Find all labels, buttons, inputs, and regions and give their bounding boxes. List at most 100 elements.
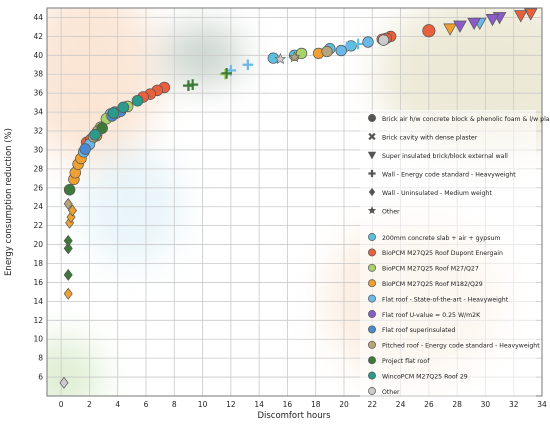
y-tick-label: 18	[33, 259, 43, 268]
legend-marker	[368, 340, 376, 349]
y-tick-label: 38	[33, 70, 43, 79]
data-point	[453, 20, 467, 33]
data-point	[63, 234, 73, 247]
y-axis-ticks: 6 8 10 12 14 16 18 20 22 24 26 28 30 32 34 36 38 40 42 44	[33, 13, 43, 382]
data-point	[67, 204, 77, 217]
legend-label: Flat roof - State-of-the-art - Heavyweig…	[382, 296, 509, 303]
legend-label: 200mm concrete slab + air + gypsum	[382, 235, 500, 242]
legend-marker	[368, 294, 376, 303]
legend-label: BioPCM M27Q25 Roof M27/Q27	[382, 266, 479, 273]
x-tick-label: 26	[424, 400, 434, 409]
plot-border	[46, 7, 543, 397]
x-tick-label: 24	[396, 400, 406, 409]
data-point	[242, 59, 254, 71]
y-tick-label: 34	[33, 108, 43, 117]
y-tick-label: 24	[33, 202, 43, 211]
legend-marker	[368, 248, 376, 257]
x-tick-label: 28	[452, 400, 462, 409]
legend-marker	[368, 187, 376, 197]
data-point	[63, 197, 73, 210]
x-tick-label: 20	[339, 400, 349, 409]
legend-marker	[368, 263, 376, 272]
y-tick-label: 42	[33, 32, 43, 41]
x-tick-label: 16	[283, 400, 293, 409]
y-tick-label: 26	[33, 183, 43, 192]
legend-label: Super insulated brick/block external wal…	[382, 153, 508, 160]
legend-marker	[368, 233, 376, 241]
legend-label: BioPCM M27Q25 Roof Dupont Energain	[382, 250, 503, 257]
y-axis-label: Energy consumption reduction (%)	[4, 128, 14, 276]
y-tick-label: 44	[33, 13, 43, 22]
data-point	[352, 38, 364, 50]
x-tick-label: 4	[115, 400, 120, 409]
legend-label: Pitched roof - Energy code standard - He…	[382, 343, 540, 350]
legend-marker	[368, 114, 376, 122]
data-point	[467, 17, 481, 31]
data-point	[79, 143, 91, 155]
x-axis-ticks: 0 2 4 6 8 10 12 14 16 18 20 22 24 26 28 30 32 34	[59, 400, 547, 409]
legend-marker	[368, 132, 376, 141]
x-tick-label: 6	[144, 400, 149, 409]
y-tick-label: 8	[38, 354, 43, 363]
x-tick-label: 12	[226, 400, 236, 409]
legend-marker	[367, 206, 377, 215]
legend-label: Other	[382, 208, 400, 215]
legend-label: Brick cavity with dense plaster	[382, 134, 478, 141]
x-tick-label: 30	[481, 400, 491, 409]
legend-label: Wall - Energy code standard - Heavyweigh…	[382, 171, 516, 178]
data-point	[377, 34, 390, 46]
x-axis-label: Discomfort hours	[257, 411, 331, 421]
data-point	[63, 242, 73, 255]
data-point	[183, 80, 194, 91]
y-tick-label: 32	[33, 127, 43, 136]
data-point	[89, 129, 101, 141]
legend-marker	[368, 371, 376, 380]
y-tick-label: 28	[33, 164, 43, 173]
legend-label: BioPCM M27Q25 Roof M182/Q29	[382, 281, 483, 288]
data-point	[274, 53, 287, 65]
x-tick-label: 0	[59, 400, 64, 409]
data-point	[96, 122, 108, 134]
data-point	[131, 94, 144, 107]
x-tick-label: 34	[537, 400, 547, 409]
legend-label: WincoPCM M27Q25 Roof 29	[382, 373, 468, 380]
glow-orange-left	[47, 8, 160, 165]
data-point	[63, 268, 73, 281]
legend: Brick air h/w concrete block & phenolic …	[360, 110, 550, 400]
data-point	[107, 107, 120, 119]
y-tick-label: 20	[33, 240, 43, 249]
x-tick-label: 10	[198, 400, 208, 409]
y-tick-label: 22	[33, 221, 43, 230]
y-tick-label: 14	[33, 297, 43, 306]
legend-marker	[367, 151, 377, 160]
data-point	[117, 101, 130, 114]
legend-marker	[368, 279, 376, 288]
data-point	[335, 44, 347, 57]
legend-label: Other	[382, 389, 400, 396]
y-tick-label: 30	[33, 145, 43, 154]
y-tick-label: 10	[33, 335, 43, 344]
data-point	[321, 45, 333, 58]
legend-box	[360, 110, 536, 400]
data-point	[443, 23, 457, 36]
legend-label: Project flat roof	[382, 358, 430, 365]
data-points	[59, 8, 538, 389]
legend-label: Wall - Uninsulated - Medium weight	[382, 190, 492, 197]
data-point	[523, 8, 538, 21]
legend-label: Flat roof superinsulated	[382, 327, 456, 334]
y-tick-label: 12	[33, 316, 43, 325]
data-point	[59, 376, 69, 389]
data-point	[63, 183, 76, 196]
legend-marker	[368, 169, 376, 178]
x-tick-label: 2	[87, 400, 92, 409]
x-tick-label: 18	[311, 400, 321, 409]
x-tick-label: 14	[254, 400, 264, 409]
data-point	[63, 287, 73, 300]
legend-label: Flat roof U-value = 0.25 W/m2K	[382, 312, 481, 319]
y-tick-label: 36	[33, 89, 43, 98]
x-tick-label: 22	[368, 400, 378, 409]
data-point	[221, 67, 232, 79]
legend-marker	[368, 325, 376, 334]
